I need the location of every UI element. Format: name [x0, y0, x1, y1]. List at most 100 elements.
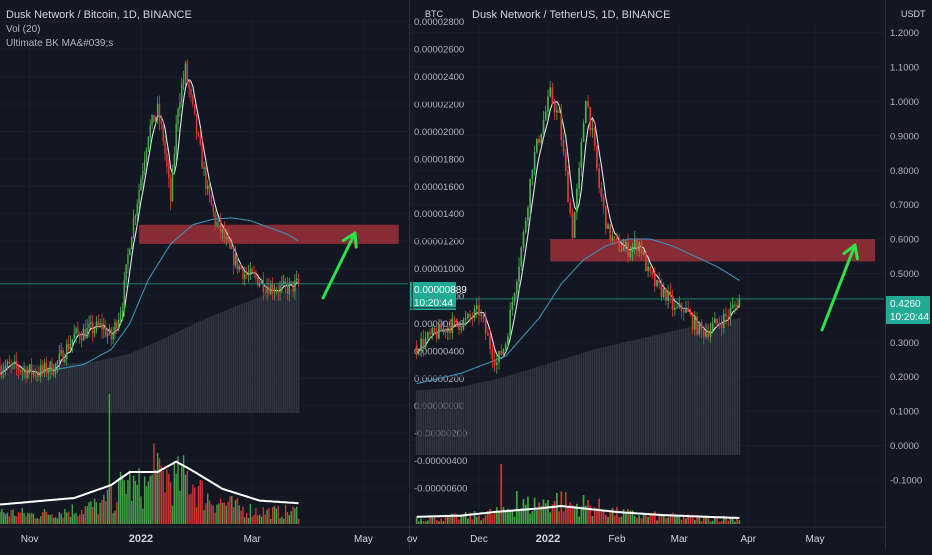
- candle: [576, 188, 578, 213]
- candle: [415, 345, 418, 353]
- volume-bar: [223, 502, 226, 524]
- volume-bar: [194, 487, 196, 524]
- volume-bar: [257, 515, 259, 524]
- volume-bar: [3, 512, 5, 524]
- last-price-label: 0.4260: [890, 299, 921, 310]
- volume-bar: [596, 508, 598, 524]
- volume-bar: [208, 500, 211, 524]
- candle: [223, 229, 226, 239]
- volume-bar: [645, 514, 647, 524]
- volume-bar: [142, 508, 144, 524]
- candle: [14, 361, 16, 363]
- volume-bar: [647, 516, 649, 524]
- y-tick-label: 0.1000: [890, 407, 919, 418]
- oscillator-bar: [573, 355, 576, 455]
- y-tick-label: 0.00001800: [414, 154, 464, 165]
- candle: [90, 322, 92, 324]
- volume-bar: [589, 505, 592, 524]
- volume-bar: [660, 514, 663, 524]
- oscillator-bar: [549, 362, 552, 455]
- candle: [493, 359, 496, 366]
- candle: [51, 361, 53, 375]
- candle: [160, 121, 163, 125]
- oscillator-bar: [136, 350, 138, 413]
- volume-bar: [562, 511, 565, 524]
- last-price-label: 0.00000889: [414, 285, 467, 296]
- volume-bar: [188, 494, 190, 524]
- volume-bar: [270, 519, 272, 524]
- volume-bar: [262, 507, 265, 524]
- indicator-ma-label[interactable]: Ultimate BK MA&#039;s: [6, 38, 113, 49]
- volume-bar: [556, 492, 558, 524]
- oscillator-bar: [171, 334, 174, 413]
- candle: [145, 149, 148, 161]
- candle: [240, 265, 242, 270]
- oscillator-bar: [547, 363, 549, 455]
- oscillator-bar: [197, 322, 200, 413]
- candle: [609, 224, 612, 241]
- volume-bar: [186, 470, 189, 524]
- candle: [475, 305, 478, 310]
- candle: [444, 328, 447, 333]
- volume-bar: [616, 506, 618, 524]
- volume-bar: [625, 512, 627, 524]
- volume-bar: [197, 485, 200, 524]
- volume-bar: [296, 506, 298, 524]
- up-arrow-icon: [820, 243, 859, 332]
- volume-bar: [168, 474, 170, 524]
- volume-bar: [471, 519, 474, 524]
- volume-bar: [736, 518, 738, 524]
- candle: [602, 197, 605, 207]
- volume-bar: [627, 509, 629, 524]
- candle: [225, 237, 227, 239]
- oscillator-bar: [475, 383, 478, 455]
- volume-bar: [162, 470, 164, 524]
- volume-bar: [460, 514, 463, 524]
- candle: [587, 101, 589, 108]
- candle: [279, 285, 281, 293]
- volume-bar: [249, 504, 252, 524]
- candle: [129, 248, 131, 255]
- volume-bar: [54, 517, 57, 524]
- candle: [691, 314, 694, 330]
- x-tick-label: Apr: [740, 534, 756, 545]
- candle: [616, 236, 618, 240]
- oscillator-bar: [671, 331, 674, 455]
- candle: [662, 288, 665, 298]
- oscillator-bar: [221, 311, 224, 413]
- candle: [60, 350, 62, 354]
- oscillator-bar: [134, 351, 137, 413]
- volume-bar: [221, 502, 224, 524]
- volume-bar: [418, 521, 420, 524]
- candle: [297, 278, 300, 284]
- oscillator-bar: [620, 342, 623, 455]
- volume-bar: [636, 517, 638, 524]
- oscillator-bar: [116, 356, 118, 413]
- candle: [529, 178, 532, 208]
- candle: [296, 278, 298, 281]
- candle: [66, 343, 68, 360]
- volume-bar: [279, 518, 281, 524]
- volume-bar: [138, 468, 140, 524]
- oscillator-bar: [711, 323, 714, 455]
- candle: [112, 332, 114, 340]
- candle: [116, 322, 118, 329]
- volume-bar: [251, 516, 253, 524]
- volume-bar: [119, 471, 122, 524]
- oscillator-bar: [151, 343, 153, 413]
- candle: [462, 319, 465, 329]
- oscillator-bar: [698, 325, 701, 455]
- oscillator-bar: [127, 354, 129, 413]
- y-tick-label: 0.00001200: [414, 237, 464, 248]
- volume-bar: [440, 518, 443, 524]
- volume-bar: [17, 512, 20, 524]
- volume-bar: [173, 461, 176, 524]
- oscillator-bar: [84, 362, 87, 413]
- candle: [482, 314, 485, 319]
- indicator-volume-label[interactable]: Vol (20): [6, 24, 40, 35]
- volume-bar: [79, 514, 81, 524]
- volume-bar: [538, 502, 540, 524]
- candle: [464, 318, 467, 320]
- candle: [440, 323, 443, 331]
- x-tick-label: 2022: [129, 533, 153, 545]
